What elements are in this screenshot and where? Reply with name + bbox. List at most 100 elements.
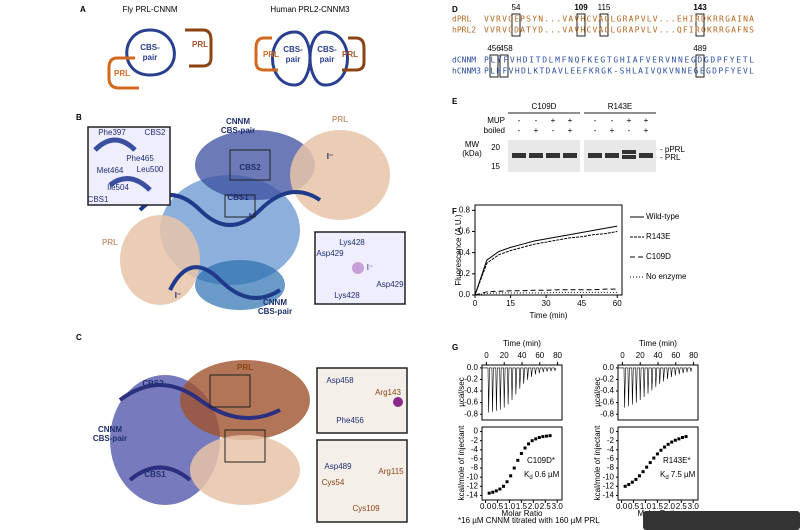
data-point: [641, 470, 645, 474]
plot-frame: [617, 364, 699, 421]
y-tick-label: 0: [474, 427, 479, 436]
y-tick-label: -8: [607, 463, 615, 472]
x-tick-label: 2.0: [528, 502, 540, 511]
panel-letter: E: [452, 97, 458, 106]
legend-label: R143E: [646, 232, 670, 241]
y-tick-label: -0.4: [464, 386, 478, 395]
label: CBS2: [239, 163, 261, 172]
y-tick-label: 0.4: [459, 248, 471, 257]
x-tick-label: 80: [553, 351, 562, 360]
label: CBS-: [317, 45, 337, 54]
y-tick-label: 0.2: [459, 269, 471, 278]
thermogram: [482, 367, 557, 413]
label: -: [611, 116, 614, 125]
data-point: [494, 489, 498, 493]
panel-letter: G: [452, 343, 458, 352]
data-point: [637, 474, 641, 478]
label: PRL: [102, 238, 118, 247]
data-point: [505, 480, 509, 484]
y-tick-label: -0.6: [600, 398, 614, 407]
label: I⁻: [249, 212, 255, 221]
x-tick-label: 1.5: [652, 502, 664, 511]
thermogram: [618, 367, 693, 408]
label: - PRL: [660, 153, 681, 162]
label: CBS1: [88, 195, 109, 204]
legend-label: No enzyme: [646, 272, 687, 281]
label: +: [627, 116, 632, 125]
y-tick-label: -12: [466, 481, 478, 490]
label: C109D: [532, 102, 557, 111]
x-tick-label: 1.5: [516, 502, 528, 511]
label: CNNM: [98, 425, 122, 434]
label: PLYFVHDITDLMFNQFKEGTGHIAFVERVNNEGDGDPFYE…: [484, 56, 754, 65]
y-tick-label: 0.0: [603, 363, 615, 372]
x-tick-label: 20: [636, 351, 645, 360]
label: VVRVCEPSYN...VAVHCVAGLGRAPVLV...EHIRDKRR…: [484, 15, 754, 24]
label: CBS-: [283, 45, 303, 54]
data-point: [537, 435, 541, 439]
label: CBS2: [145, 128, 166, 137]
label: hPRL2: [452, 26, 476, 35]
kd-value: 0.6 µM: [535, 470, 560, 479]
label: Lys428: [339, 238, 365, 247]
label: -: [552, 126, 555, 135]
data-point: [666, 442, 670, 446]
label: CBS-pair: [93, 434, 127, 443]
label: I⁻: [367, 263, 373, 272]
data-point: [659, 448, 663, 452]
panel-letter: F: [452, 207, 457, 216]
label: +: [568, 126, 573, 135]
axis-label: Molar Ratio: [502, 509, 543, 518]
label: dPRL: [452, 15, 471, 24]
kd-value: 7.5 µM: [671, 470, 696, 479]
label: CBS2: [142, 379, 164, 388]
y-tick-label: -10: [602, 472, 614, 481]
data-point: [655, 452, 659, 456]
y-tick-label: -0.8: [600, 409, 614, 418]
data-point: [623, 484, 627, 488]
label: Cys109: [352, 504, 380, 513]
x-tick-label: 0.0: [480, 502, 492, 511]
data-point: [487, 491, 491, 495]
plot-frame: [617, 426, 699, 501]
data-point: [645, 465, 649, 469]
series-line: [474, 230, 618, 296]
axis-label: Time (min): [503, 339, 541, 348]
label: CBS-pair: [221, 126, 255, 135]
label: I⁻: [175, 291, 181, 300]
x-tick-label: 1.0: [504, 502, 516, 511]
label: PRL: [192, 40, 208, 49]
panel-letter: A: [80, 5, 86, 14]
label: hCNNM3: [452, 67, 481, 76]
data-point: [677, 437, 681, 441]
y-tick-label: 0.0: [459, 290, 471, 299]
label: MUP: [487, 116, 505, 125]
label: CBS1: [144, 470, 166, 479]
label: Phe456: [336, 416, 364, 425]
label: PRL: [332, 115, 348, 124]
x-tick-label: 0.5: [628, 502, 640, 511]
x-tick-label: 80: [689, 351, 698, 360]
label: +: [610, 126, 615, 135]
data-point: [663, 445, 667, 449]
structure-art: [87, 13, 705, 523]
y-tick-label: -14: [466, 491, 478, 500]
label: CBS-: [140, 43, 160, 52]
y-tick-label: -10: [466, 472, 478, 481]
x-tick-label: 1.0: [640, 502, 652, 511]
data-point: [648, 461, 652, 465]
data-point: [523, 446, 527, 450]
label: Asp429: [316, 249, 344, 258]
y-tick-label: 0: [610, 427, 615, 436]
sample-label: C109D*: [527, 456, 555, 465]
label: CNNM: [226, 117, 250, 126]
data-point: [530, 439, 534, 443]
x-tick-label: 2.5: [676, 502, 688, 511]
kd-sub: d: [529, 475, 532, 481]
y-tick-label: -6: [607, 454, 615, 463]
data-point: [498, 487, 502, 491]
label: I⁻: [327, 152, 333, 161]
label: Lys428: [334, 291, 360, 300]
label: -: [594, 126, 597, 135]
